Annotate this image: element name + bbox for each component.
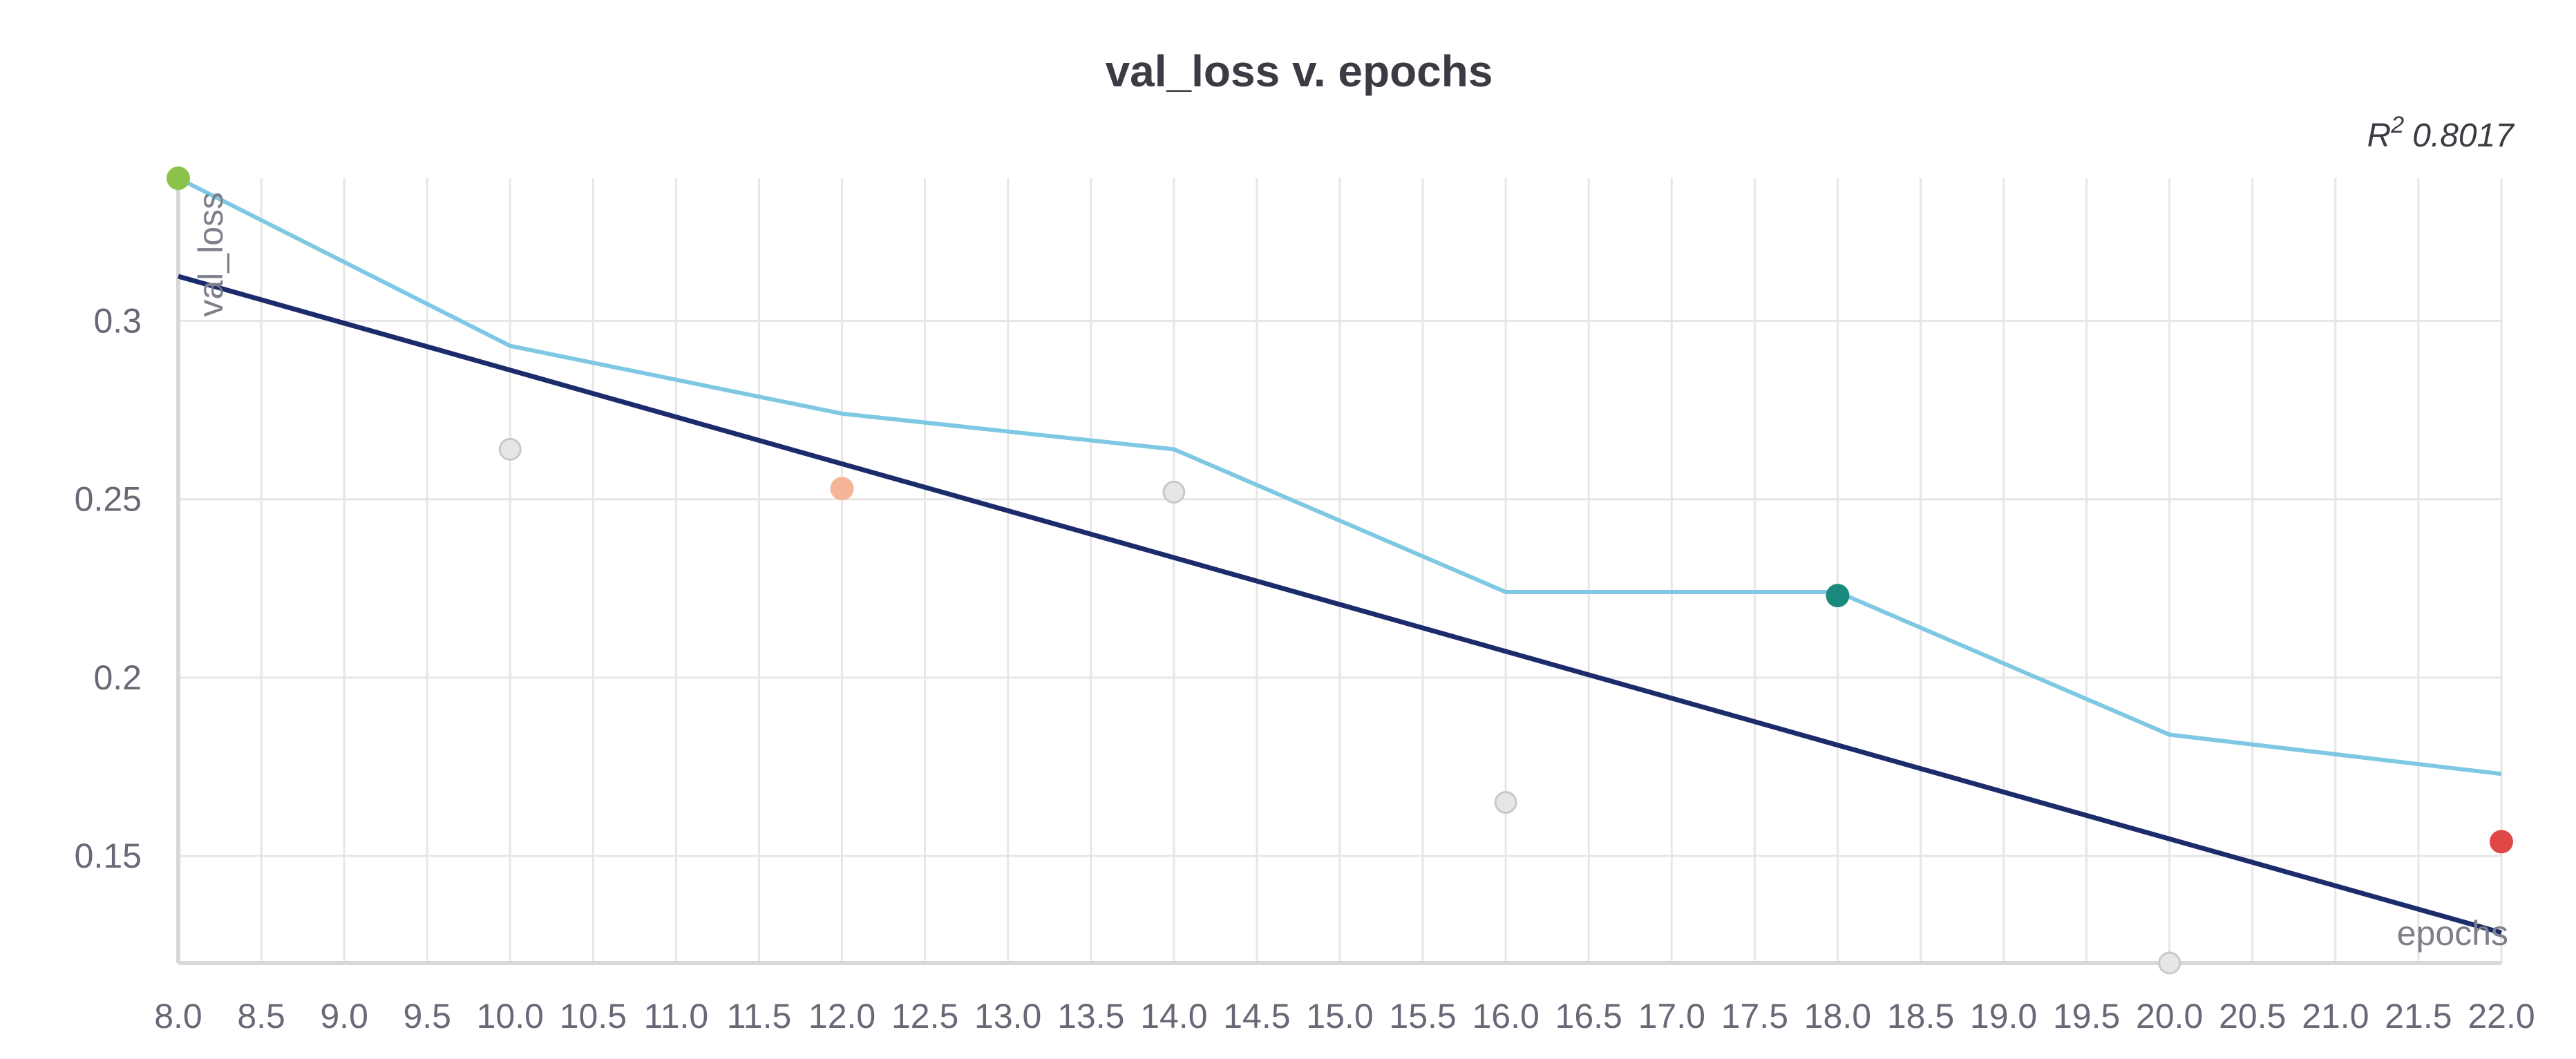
scatter-point[interactable] bbox=[2490, 830, 2513, 854]
x-tick-label: 20.0 bbox=[2136, 997, 2203, 1036]
x-tick-label: 13.0 bbox=[974, 997, 1041, 1036]
grid bbox=[177, 178, 2503, 963]
linear-fit-line bbox=[178, 274, 2502, 935]
x-tick-label: 9.5 bbox=[403, 997, 451, 1036]
x-tick-label: 19.5 bbox=[2053, 997, 2120, 1036]
scatter-point[interactable] bbox=[167, 166, 190, 190]
x-tick-label: 21.5 bbox=[2385, 997, 2452, 1036]
x-tick-label: 18.0 bbox=[1804, 997, 1871, 1036]
x-tick-label: 8.0 bbox=[154, 997, 202, 1036]
y-tick-label: 0.15 bbox=[75, 837, 142, 875]
x-tick-label: 11.0 bbox=[644, 997, 709, 1036]
x-axis-label: epochs bbox=[2397, 914, 2508, 953]
x-tick-label: 20.5 bbox=[2219, 997, 2286, 1036]
r2-label: R bbox=[2367, 117, 2392, 154]
y-axis-label: val_loss bbox=[191, 192, 230, 317]
x-tick-label: 18.5 bbox=[1887, 997, 1954, 1036]
scatter-point[interactable] bbox=[498, 437, 522, 461]
axes: 8.0 8.5 9.0 9.5 10.0 10.5 11.0 11.5 12.0 12.5 13.0… bbox=[75, 178, 2535, 1036]
scatter-point[interactable] bbox=[1162, 480, 1186, 504]
y-tick-label: 0.25 bbox=[75, 480, 142, 519]
series bbox=[177, 176, 2502, 935]
y-tick-label: 0.2 bbox=[93, 658, 142, 697]
r2-annotation: R2 0.8017 bbox=[2367, 112, 2516, 154]
x-tick-label: 14.0 bbox=[1140, 997, 1207, 1036]
x-tick-label: 22.0 bbox=[2468, 997, 2535, 1036]
chart-title: val_loss v. epochs bbox=[1106, 46, 1493, 96]
scatter-point[interactable] bbox=[2158, 951, 2181, 975]
x-tick-label: 10.0 bbox=[477, 997, 544, 1036]
x-tick-label: 17.0 bbox=[1638, 997, 1705, 1036]
scatter-point[interactable] bbox=[1494, 791, 1517, 814]
x-tick-label: 14.5 bbox=[1223, 997, 1290, 1036]
labels: val_loss v. epochs R2 0.8017 epochs val_l… bbox=[191, 46, 2515, 953]
running-min-line bbox=[177, 176, 2502, 776]
x-tick-label: 15.0 bbox=[1306, 997, 1373, 1036]
x-tick-label: 16.0 bbox=[1472, 997, 1539, 1036]
x-tick-label: 10.5 bbox=[560, 997, 627, 1036]
x-tick-label: 9.0 bbox=[320, 997, 368, 1036]
y-tick-label: 0.3 bbox=[93, 302, 142, 341]
x-tick-label: 12.5 bbox=[891, 997, 958, 1036]
x-tick-label: 12.0 bbox=[808, 997, 875, 1036]
x-tick-label: 17.5 bbox=[1721, 997, 1788, 1036]
scatter-point[interactable] bbox=[1826, 584, 1850, 608]
scatter-point[interactable] bbox=[830, 477, 854, 501]
points bbox=[167, 166, 2513, 975]
x-tick-label: 15.5 bbox=[1389, 997, 1456, 1036]
r2-value: 0.8017 bbox=[2412, 117, 2515, 154]
r2-superscript: 2 bbox=[2390, 112, 2404, 138]
x-tick-label: 19.0 bbox=[1970, 997, 2037, 1036]
x-tick-label: 11.5 bbox=[727, 997, 792, 1036]
x-tick-label: 21.0 bbox=[2302, 997, 2369, 1036]
x-tick-label: 8.5 bbox=[237, 997, 285, 1036]
x-tick-label: 13.5 bbox=[1057, 997, 1124, 1036]
x-tick-label: 16.5 bbox=[1555, 997, 1622, 1036]
